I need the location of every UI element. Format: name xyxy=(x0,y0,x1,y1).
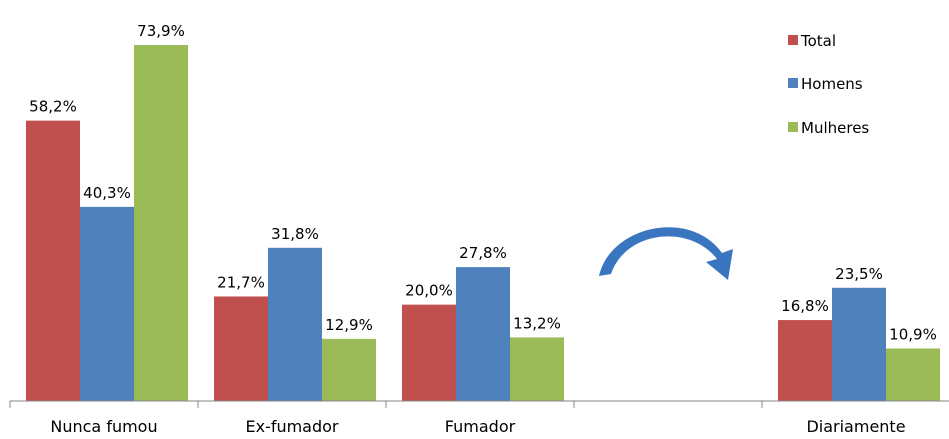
data-label: 10,9% xyxy=(889,325,937,343)
data-label: 40,3% xyxy=(83,184,131,202)
data-label: 27,8% xyxy=(459,244,507,262)
bar-mulheres xyxy=(134,45,188,401)
data-label: 13,2% xyxy=(513,314,561,332)
bars-group xyxy=(26,45,940,402)
bar-total xyxy=(214,296,268,401)
data-label: 58,2% xyxy=(29,98,77,116)
data-label: 21,7% xyxy=(217,273,265,291)
category-label: Fumador xyxy=(445,417,516,436)
data-label: 16,8% xyxy=(781,297,829,315)
bar-total xyxy=(778,320,832,401)
x-axis-ticks xyxy=(9,401,763,408)
category-label: Diariamente xyxy=(806,417,905,436)
legend-swatch xyxy=(788,78,798,88)
data-label: 73,9% xyxy=(137,22,185,40)
bar-mulheres xyxy=(322,338,376,401)
legend-label: Total xyxy=(800,32,836,50)
bar-homens xyxy=(80,206,134,401)
category-label: Nunca fumou xyxy=(50,417,157,436)
legend-label: Homens xyxy=(801,75,863,93)
data-label: 31,8% xyxy=(271,225,319,243)
bar-mulheres xyxy=(510,337,564,401)
bar-homens xyxy=(832,287,886,401)
legend-label: Mulheres xyxy=(801,119,869,137)
legend: Total Homens Mulheres xyxy=(788,32,869,137)
legend-swatch xyxy=(788,122,798,132)
data-labels-group: 58,2% 40,3% 73,9% 21,7% 31,8% 12,9% 20,0% 27,8%… xyxy=(29,22,937,343)
data-label: 12,9% xyxy=(325,316,373,334)
data-label: 20,0% xyxy=(405,282,453,300)
bar-total xyxy=(402,304,456,401)
bar-homens xyxy=(268,247,322,401)
category-labels-group: Nunca fumou Ex-fumador Fumador Diariamente xyxy=(50,417,905,436)
bar-total xyxy=(26,120,80,402)
curved-arrow-icon xyxy=(599,227,733,280)
legend-swatch xyxy=(788,35,798,45)
bar-mulheres xyxy=(886,348,940,401)
category-label: Ex-fumador xyxy=(245,417,338,436)
bar-homens xyxy=(456,267,510,401)
data-label: 23,5% xyxy=(835,265,883,283)
